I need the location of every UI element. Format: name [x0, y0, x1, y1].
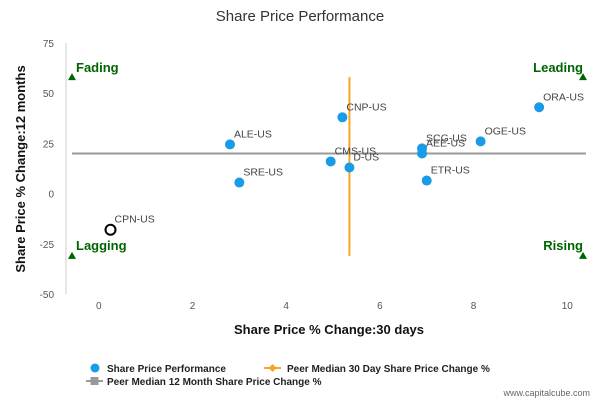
legend-marker-diamond	[268, 364, 277, 372]
x-tick-10: 10	[562, 301, 574, 312]
point-aee-us	[417, 148, 428, 159]
legend-label-share-price-performance: Share Price Performance	[107, 364, 226, 375]
quadrant-label-leading: Leading	[533, 60, 583, 75]
point-cpn-us	[104, 223, 117, 236]
y-tick-25: -25	[40, 240, 55, 251]
point-label-ora-us: ORA-US	[543, 91, 584, 103]
quadrant-markers: Fading Leading Lagging Rising	[68, 60, 587, 259]
legend-item-peer-median-12m: Peer Median 12 Month Share Price Change …	[86, 377, 322, 388]
x-tick-0: 0	[96, 301, 102, 312]
point-oge-us	[475, 136, 486, 147]
point-ora-us	[534, 102, 545, 113]
quadrant-marker-rising	[579, 251, 587, 259]
point-label-cpn-us: CPN-US	[115, 214, 155, 226]
x-tick-4: 4	[283, 301, 289, 312]
credit-text: www.capitalcube.com	[502, 388, 590, 398]
x-tick-6: 6	[377, 301, 383, 312]
x-tick-2: 2	[190, 301, 196, 312]
point-label-sre-us: SRE-US	[243, 167, 283, 179]
point-label-d-us: D-US	[353, 151, 379, 163]
legend-item-peer-median-30d: Peer Median 30 Day Share Price Change %	[264, 364, 490, 375]
y-tick-75: 75	[43, 39, 55, 50]
point-cnp-us	[337, 112, 348, 123]
y-tick-50: -50	[40, 290, 55, 301]
y-tick-0: 0	[48, 190, 54, 201]
point-d-us	[344, 162, 355, 173]
point-sre-us	[234, 177, 245, 188]
point-label-ale-us: ALE-US	[234, 128, 272, 140]
x-tick-8: 8	[471, 301, 477, 312]
point-label-cms-us: CMS-US	[335, 145, 376, 157]
y-tick-50: 50	[43, 89, 55, 100]
legend-label-peer-median-30d: Peer Median 30 Day Share Price Change %	[287, 364, 490, 375]
quadrant-label-rising: Rising	[543, 238, 583, 253]
point-label-cnp-us: CNP-US	[346, 101, 386, 113]
x-tick-labels: 0 2 4 6 8 10	[96, 301, 573, 312]
legend-label-peer-median-12m: Peer Median 12 Month Share Price Change …	[107, 377, 322, 388]
chart-title: Share Price Performance	[216, 8, 384, 25]
quadrant-label-fading: Fading	[76, 60, 119, 75]
x-axis-title: Share Price % Change:30 days	[234, 322, 424, 337]
y-tick-25: 25	[43, 139, 55, 150]
legend-item-share-price-performance: Share Price Performance	[90, 363, 226, 375]
legend: Share Price Performance Peer Median 30 D…	[86, 363, 490, 388]
y-tick-labels: -50 -25 0 25 50 75	[40, 39, 55, 301]
median-lines	[72, 77, 586, 256]
point-label-aee-us: AEE-US	[426, 137, 465, 149]
point-ale-us	[224, 139, 235, 150]
point-etr-us	[421, 175, 432, 186]
point-label-scg-us: SCG-US	[426, 132, 467, 144]
legend-marker-circle	[90, 363, 100, 373]
quadrant-label-lagging: Lagging	[76, 238, 127, 253]
y-axis-title: Share Price % Change:12 months	[13, 65, 28, 272]
quadrant-marker-lagging	[68, 251, 76, 259]
quadrant-marker-leading	[579, 73, 587, 81]
point-cms-us	[325, 156, 336, 167]
quadrant-marker-fading	[68, 73, 76, 81]
legend-marker-square	[90, 377, 99, 385]
point-label-oge-us: OGE-US	[485, 125, 526, 137]
point-label-etr-us: ETR-US	[431, 165, 470, 177]
